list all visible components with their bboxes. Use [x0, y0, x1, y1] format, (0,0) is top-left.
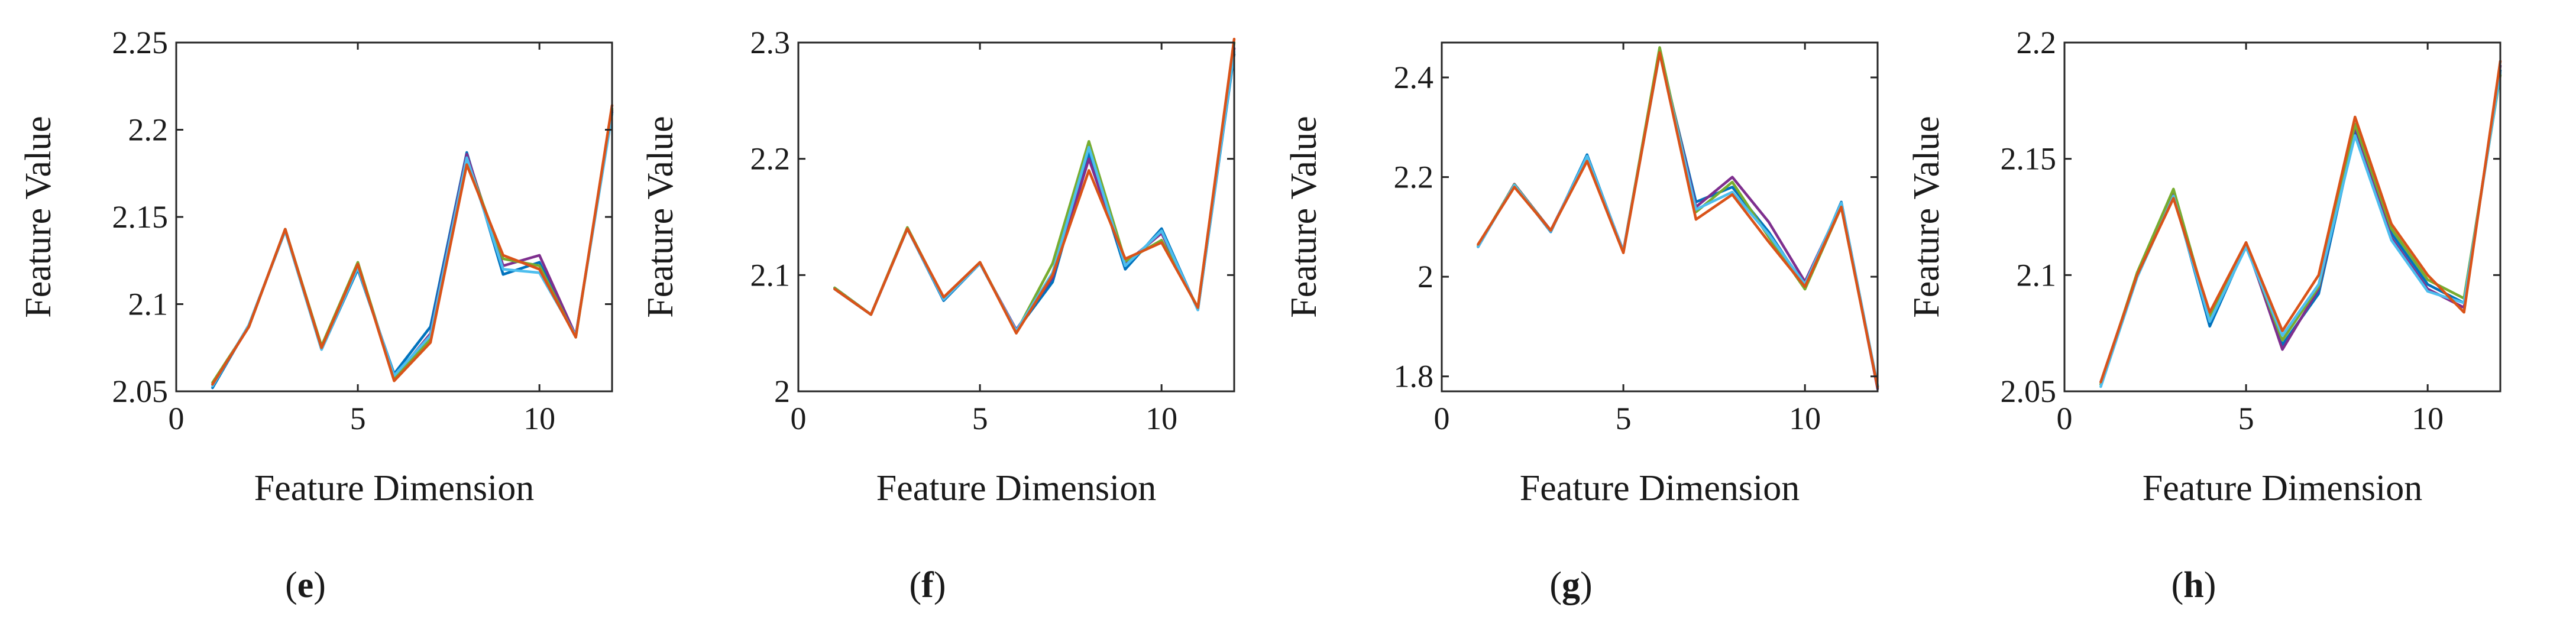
y-tick-label: 2.15 — [2001, 141, 2057, 177]
series-line-cyan — [2099, 71, 2502, 388]
series-line-green — [2099, 73, 2502, 386]
series-line-cyan — [833, 50, 1236, 332]
series-line-green — [833, 41, 1236, 333]
panel-label: (e) — [285, 565, 326, 605]
panel-letter: f — [921, 565, 934, 605]
x-tick-label: 10 — [1145, 401, 1177, 436]
y-tick-label: 1.8 — [1394, 359, 1434, 394]
series-line-blue — [211, 111, 614, 390]
series-line-purple — [1477, 48, 1879, 391]
x-tick-label: 10 — [523, 401, 555, 436]
y-tick-label: 2.05 — [2001, 374, 2057, 409]
series-line-orange — [1477, 51, 1879, 389]
series-line-orange — [211, 103, 614, 386]
y-tick-label: 2 — [774, 374, 790, 409]
y-tick-label: 2.1 — [128, 287, 169, 322]
axes-frame — [797, 41, 1235, 393]
panel-label: (h) — [2172, 565, 2216, 605]
series-line-cyan — [211, 112, 614, 388]
y-tick-label: 2.2 — [128, 112, 169, 148]
series-line-blue — [1477, 51, 1879, 388]
panel-g: 0 5 10 1.8 2 2.2 2.4 Feature Dimension Feature V… — [1284, 41, 1879, 605]
x-tick-label: 0 — [791, 401, 807, 436]
x-tick-label: 5 — [350, 401, 366, 436]
y-tick-label: 2.1 — [750, 257, 791, 293]
series-line-cyan — [1477, 52, 1879, 387]
x-axis-label: Feature Dimension — [876, 468, 1157, 508]
panel-label: (f) — [910, 565, 946, 605]
series-line-blue — [833, 53, 1236, 332]
y-tick-label: 2.1 — [2017, 257, 2057, 293]
series-line-green — [211, 107, 614, 384]
series-line-orange — [2099, 60, 2502, 384]
x-tick-label: 0 — [1434, 401, 1450, 436]
x-tick-label: 10 — [1789, 401, 1821, 436]
y-tick-label: 2.3 — [750, 25, 791, 60]
axes-frame — [2063, 41, 2501, 393]
y-tick-label: 2.2 — [2017, 25, 2057, 60]
x-tick-label: 5 — [972, 401, 988, 436]
x-axis-label: Feature Dimension — [2143, 468, 2423, 508]
panel-letter: e — [297, 565, 314, 605]
x-axis-label: Feature Dimension — [1520, 468, 1800, 508]
y-axis-label: Feature Value — [1907, 116, 1947, 317]
x-tick-label: 5 — [2238, 401, 2254, 436]
panel-f: 0 5 10 2 2.1 2.2 2.3 Feature Dimension Feature V… — [640, 25, 1236, 605]
y-tick-label: 2.05 — [112, 374, 169, 409]
y-axis-label: Feature Value — [18, 116, 59, 317]
y-axis-label: Feature Value — [640, 116, 681, 317]
y-tick-label: 2 — [1418, 259, 1433, 294]
panel-letter: g — [1562, 565, 1580, 605]
y-tick-label: 2.2 — [1394, 160, 1434, 195]
panel-label: (g) — [1549, 565, 1592, 605]
panel-h: 0 5 10 2.05 2.1 2.15 2.2 Feature Dimension Featu… — [1907, 25, 2502, 605]
x-tick-label: 0 — [2057, 401, 2073, 436]
series-line-purple — [211, 109, 614, 386]
y-axis-label: Feature Value — [1284, 116, 1324, 317]
x-tick-label: 0 — [169, 401, 185, 436]
y-tick-label: 2.25 — [112, 25, 169, 60]
panel-e: 0 5 10 2.05 2.1 2.15 2.2 2.25 Feature Dimension F… — [18, 25, 614, 605]
axes-frame — [1441, 41, 1879, 393]
panel-letter: h — [2183, 565, 2203, 605]
y-tick-label: 2.15 — [112, 199, 169, 235]
x-tick-label: 10 — [2412, 401, 2444, 436]
series-line-orange — [833, 37, 1236, 335]
x-tick-label: 5 — [1616, 401, 1632, 436]
y-tick-label: 2.2 — [750, 141, 791, 177]
y-tick-label: 2.4 — [1394, 60, 1434, 95]
series-line-purple — [833, 47, 1236, 332]
x-axis-label: Feature Dimension — [254, 468, 535, 508]
